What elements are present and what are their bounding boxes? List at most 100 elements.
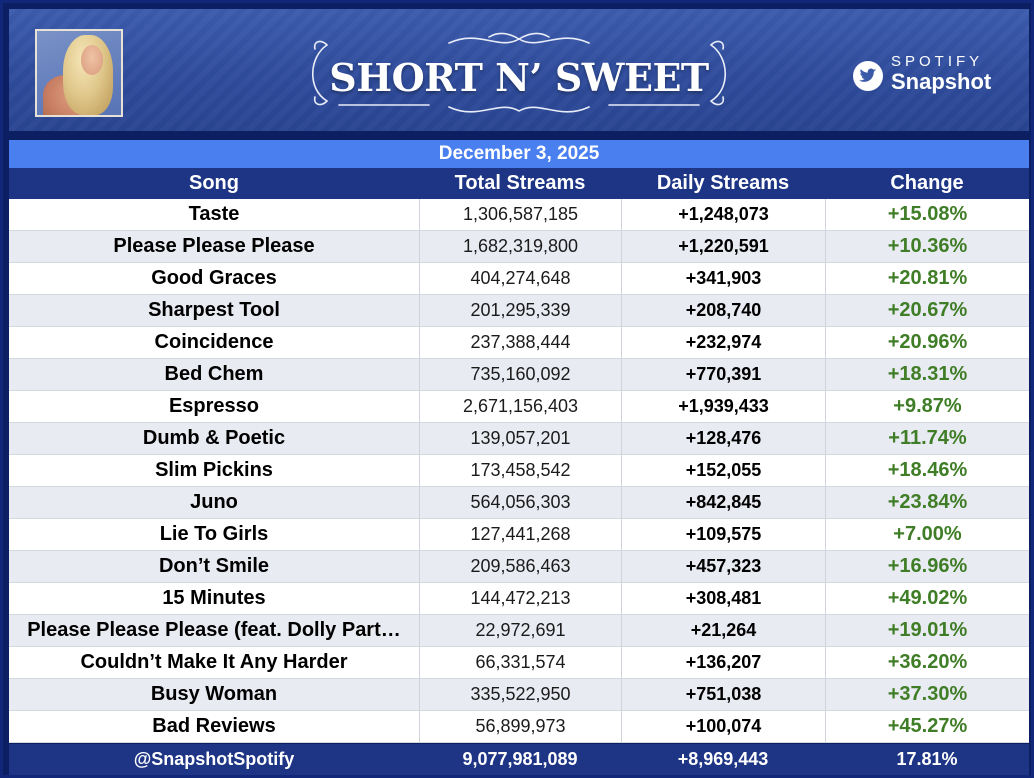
song-name: Bad Reviews — [152, 715, 276, 737]
song-name: Dumb & Poetic — [142, 427, 286, 449]
change-percent: +19.01% — [825, 615, 1029, 646]
daily-streams: +770,391 — [621, 359, 825, 390]
album-cover-image — [35, 29, 123, 117]
table-row: Bed Chem 735,160,092 +770,391 +18.31% — [9, 359, 1029, 391]
header-banner: SHORT N’ SWEET SPOTIFY Snapshot — [9, 9, 1029, 131]
change-percent: +23.84% — [825, 487, 1029, 518]
table-row: Bad Reviews 56,899,973 +100,074 +45.27% — [9, 711, 1029, 743]
song-name: 15 Minutes — [162, 587, 266, 609]
song-name: Bed Chem — [164, 363, 264, 385]
change-percent: +49.02% — [825, 583, 1029, 614]
twitter-bird-icon — [853, 61, 883, 91]
daily-streams: +21,264 — [621, 615, 825, 646]
total-streams: 564,056,303 — [419, 487, 621, 518]
total-streams: 2,671,156,403 — [419, 391, 621, 422]
album-cover-face — [81, 45, 103, 75]
daily-streams: +457,323 — [621, 551, 825, 582]
table-row: Dumb & Poetic 139,057,201 +128,476 +11.7… — [9, 423, 1029, 455]
daily-streams: +751,038 — [621, 679, 825, 710]
daily-streams: +136,207 — [621, 647, 825, 678]
table-row: Please Please Please (feat. Dolly Part… … — [9, 615, 1029, 647]
total-streams: 56,899,973 — [419, 711, 621, 742]
table-row: Slim Pickins 173,458,542 +152,055 +18.46… — [9, 455, 1029, 487]
table-row: Couldn’t Make It Any Harder 66,331,574 +… — [9, 647, 1029, 679]
title-ornament-icon — [312, 32, 726, 113]
column-header-change: Change — [890, 172, 964, 194]
change-percent: +9.87% — [825, 391, 1029, 422]
daily-streams: +1,939,433 — [621, 391, 825, 422]
daily-streams: +208,740 — [621, 295, 825, 326]
song-name: Slim Pickins — [155, 459, 273, 481]
album-title: SHORT N’ SWEET — [329, 55, 709, 100]
footer-change: 17.81% — [896, 749, 958, 769]
spotify-snapshot-brand: SPOTIFY Snapshot — [853, 49, 1013, 99]
table-row: 15 Minutes 144,472,213 +308,481 +49.02% — [9, 583, 1029, 615]
change-percent: +20.67% — [825, 295, 1029, 326]
song-name: Don’t Smile — [158, 555, 269, 577]
daily-streams: +1,248,073 — [621, 199, 825, 230]
song-name: Busy Woman — [150, 683, 278, 705]
table-row: Busy Woman 335,522,950 +751,038 +37.30% — [9, 679, 1029, 711]
column-header-daily-streams: Daily Streams — [656, 172, 790, 194]
change-percent: +36.20% — [825, 647, 1029, 678]
column-header-song: Song — [189, 172, 239, 194]
streams-table: Song Total Streams Daily Streams Change … — [9, 168, 1029, 743]
song-name: Taste — [188, 203, 240, 225]
footer-total-streams: 9,077,981,089 — [462, 749, 578, 769]
table-row: Juno 564,056,303 +842,845 +23.84% — [9, 487, 1029, 519]
change-percent: +7.00% — [825, 519, 1029, 550]
daily-streams: +232,974 — [621, 327, 825, 358]
table-row: Espresso 2,671,156,403 +1,939,433 +9.87% — [9, 391, 1029, 423]
daily-streams: +842,845 — [621, 487, 825, 518]
song-name: Sharpest Tool — [148, 299, 280, 321]
table-row: Taste 1,306,587,185 +1,248,073 +15.08% — [9, 199, 1029, 231]
change-percent: +15.08% — [825, 199, 1029, 230]
song-name: Coincidence — [154, 331, 274, 353]
change-percent: +20.81% — [825, 263, 1029, 294]
total-streams: 201,295,339 — [419, 295, 621, 326]
song-name: Espresso — [168, 395, 260, 417]
daily-streams: +100,074 — [621, 711, 825, 742]
daily-streams: +128,476 — [621, 423, 825, 454]
table-row: Sharpest Tool 201,295,339 +208,740 +20.6… — [9, 295, 1029, 327]
total-streams: 209,586,463 — [419, 551, 621, 582]
total-streams: 139,057,201 — [419, 423, 621, 454]
column-header-total-streams: Total Streams — [454, 172, 586, 194]
table-row: Please Please Please 1,682,319,800 +1,22… — [9, 231, 1029, 263]
total-streams: 735,160,092 — [419, 359, 621, 390]
total-streams: 404,274,648 — [419, 263, 621, 294]
brand-snapshot-label: Snapshot — [891, 69, 992, 94]
daily-streams: +1,220,591 — [621, 231, 825, 262]
song-name: Good Graces — [151, 267, 277, 289]
change-percent: +18.31% — [825, 359, 1029, 390]
change-percent: +16.96% — [825, 551, 1029, 582]
daily-streams: +152,055 — [621, 455, 825, 486]
change-percent: +45.27% — [825, 711, 1029, 742]
total-streams: 1,306,587,185 — [419, 199, 621, 230]
total-streams: 237,388,444 — [419, 327, 621, 358]
table-row: Lie To Girls 127,441,268 +109,575 +7.00% — [9, 519, 1029, 551]
change-percent: +10.36% — [825, 231, 1029, 262]
song-name: Please Please Please (feat. Dolly Part… — [27, 619, 401, 641]
table-row: Coincidence 237,388,444 +232,974 +20.96% — [9, 327, 1029, 359]
table-row: Don’t Smile 209,586,463 +457,323 +16.96% — [9, 551, 1029, 583]
total-streams: 22,972,691 — [419, 615, 621, 646]
daily-streams: +308,481 — [621, 583, 825, 614]
total-streams: 144,472,213 — [419, 583, 621, 614]
daily-streams: +341,903 — [621, 263, 825, 294]
song-name: Couldn’t Make It Any Harder — [80, 651, 348, 673]
song-name: Please Please Please — [113, 235, 315, 257]
song-name: Juno — [190, 491, 238, 513]
change-percent: +20.96% — [825, 327, 1029, 358]
twitter-handle: @SnapshotSpotify — [133, 749, 295, 769]
table-footer: @SnapshotSpotify 9,077,981,089 +8,969,44… — [9, 744, 1029, 775]
total-streams: 66,331,574 — [419, 647, 621, 678]
daily-streams: +109,575 — [621, 519, 825, 550]
footer-daily-streams: +8,969,443 — [677, 749, 769, 769]
total-streams: 1,682,319,800 — [419, 231, 621, 262]
report-date: December 3, 2025 — [9, 140, 1029, 168]
song-name: Lie To Girls — [159, 523, 269, 545]
change-percent: +18.46% — [825, 455, 1029, 486]
table-header: Song Total Streams Daily Streams Change — [9, 168, 1029, 199]
